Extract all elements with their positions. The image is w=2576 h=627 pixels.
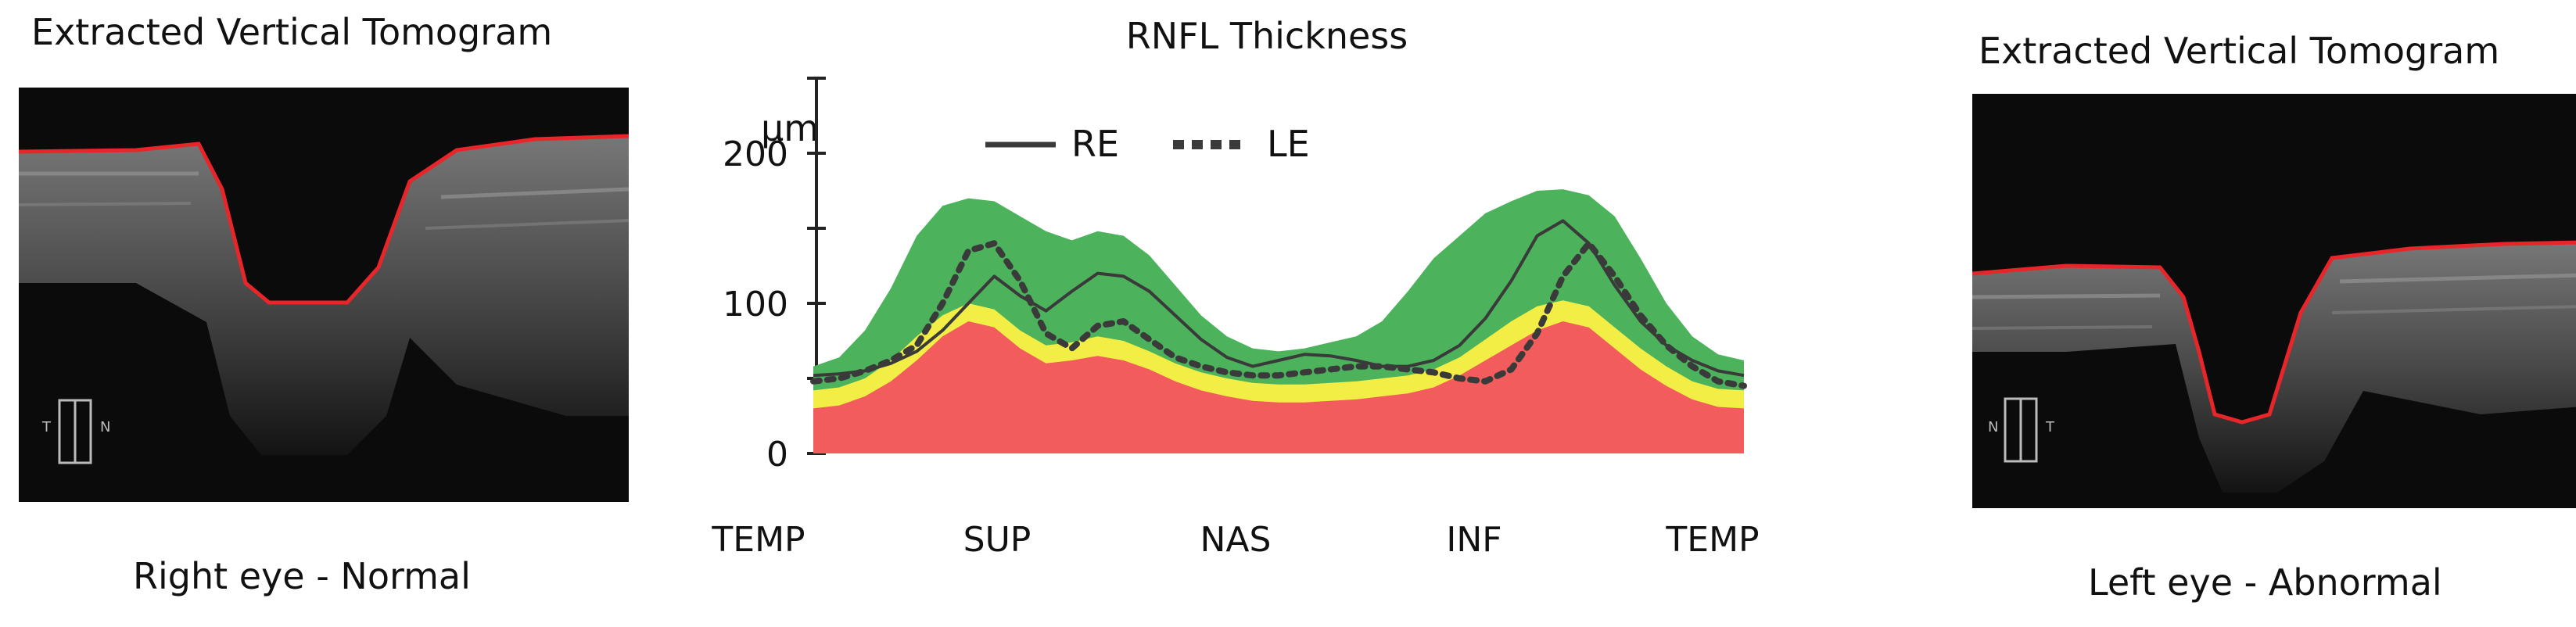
- y-tick-label: 100: [723, 285, 788, 324]
- x-tick-label: SUP: [963, 520, 1031, 560]
- band-abnormal: [813, 321, 1744, 453]
- y-tick-label: 0: [766, 435, 788, 475]
- chart-legend: RE LE: [985, 123, 1310, 165]
- left-segmentation-line: [19, 134, 629, 305]
- series-line-le: [810, 240, 1747, 389]
- left-panel-caption: Right eye - Normal: [133, 555, 471, 597]
- x-tick-label: TEMP: [711, 520, 805, 560]
- right-scan-orientation-icon: N T: [1988, 397, 2055, 463]
- legend-re-label: RE: [1071, 123, 1119, 165]
- legend-le-label: LE: [1267, 123, 1310, 165]
- right-tomogram-image: N T: [1972, 94, 2576, 508]
- y-tick-label: 200: [723, 134, 788, 174]
- x-tick-label: NAS: [1200, 520, 1272, 560]
- y-axis-label: μm: [761, 107, 819, 149]
- left-scan-orientation-icon: T N: [41, 399, 110, 464]
- x-tick-label: INF: [1446, 520, 1501, 560]
- right-marker-t: T: [2045, 419, 2055, 435]
- chart-title: RNFL Thickness: [1126, 16, 1408, 57]
- right-segmentation-line: [1972, 240, 2576, 425]
- right-panel-title: Extracted Vertical Tomogram: [1979, 30, 2500, 72]
- right-marker-n: N: [1988, 419, 1998, 435]
- left-panel-title: Extracted Vertical Tomogram: [31, 11, 553, 53]
- x-tick-label: TEMP: [1665, 520, 1759, 560]
- rnfl-thickness-chart: RNFL Thickness μm RE LE 0 100 200 TEMP SUP N…: [711, 16, 1759, 560]
- series-lines: [810, 219, 1747, 389]
- left-tomogram-image: T N: [19, 88, 629, 502]
- series-line-re: [813, 219, 1745, 378]
- right-panel-caption: Left eye - Abnormal: [2088, 561, 2442, 604]
- left-marker-n: N: [100, 419, 110, 435]
- left-marker-t: T: [41, 419, 52, 435]
- x-axis-labels: TEMP SUP NAS INF TEMP: [711, 520, 1759, 560]
- reference-bands: [813, 189, 1744, 453]
